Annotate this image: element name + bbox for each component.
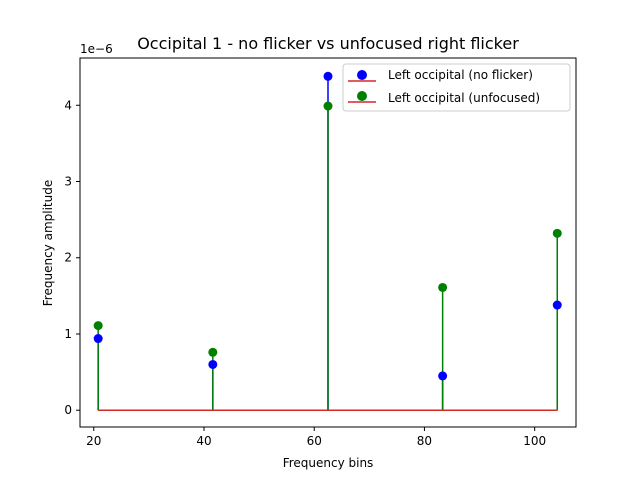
stem-marker	[552, 300, 562, 310]
chart-title: Occipital 1 - no flicker vs unfocused ri…	[137, 34, 519, 53]
legend-marker-no-flicker	[357, 70, 367, 80]
x-axis-label: Frequency bins	[283, 456, 374, 470]
legend: Left occipital (no flicker) Left occipit…	[342, 63, 571, 112]
stem-marker	[208, 359, 218, 369]
legend-entry-unfocused: Left occipital (unfocused)	[348, 91, 540, 105]
legend-label-unfocused: Left occipital (unfocused)	[388, 91, 540, 105]
axes-frame	[79, 57, 577, 428]
legend-frame	[342, 63, 571, 112]
legend-label-no-flicker: Left occipital (no flicker)	[388, 68, 533, 82]
legend-marker-unfocused	[357, 91, 367, 101]
series-1-markers	[93, 71, 562, 381]
stem-marker	[552, 228, 562, 238]
stem-marker	[93, 334, 103, 344]
x-axis-ticks: 20 40 60 80 100	[86, 427, 546, 448]
x-tick-label: 40	[196, 434, 211, 448]
y-tick-label: 0	[64, 403, 72, 417]
y-axis-label: Frequency amplitude	[41, 180, 55, 306]
stem-series	[93, 71, 562, 411]
x-tick-label: 60	[307, 434, 322, 448]
y-tick-label: 1	[64, 327, 72, 341]
series-2-markers	[93, 101, 562, 357]
stem-marker	[438, 282, 448, 292]
y-tick-label: 2	[64, 251, 72, 265]
stem-marker	[438, 371, 448, 381]
y-axis-ticks: 0 1 2 3 4	[64, 98, 80, 417]
stem-marker	[323, 71, 333, 81]
y-tick-label: 3	[64, 175, 72, 189]
x-tick-label: 100	[523, 434, 546, 448]
stem-marker	[323, 101, 333, 111]
legend-entry-no-flicker: Left occipital (no flicker)	[348, 68, 533, 82]
stem-marker	[208, 347, 218, 357]
stem-marker	[93, 321, 103, 331]
plot-area	[79, 57, 577, 428]
y-offset-label: 1e−6	[80, 42, 113, 56]
x-tick-label: 20	[86, 434, 101, 448]
x-tick-label: 80	[417, 434, 432, 448]
y-tick-label: 4	[64, 98, 72, 112]
